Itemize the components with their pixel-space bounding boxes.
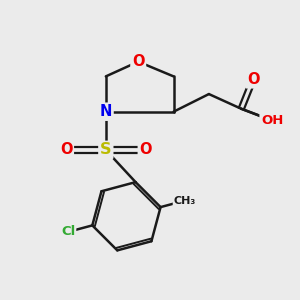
Text: OH: OH — [261, 114, 284, 127]
Text: N: N — [100, 104, 112, 119]
Text: O: O — [60, 142, 72, 158]
Text: O: O — [247, 72, 259, 87]
Text: O: O — [139, 142, 152, 158]
Text: CH₃: CH₃ — [174, 196, 196, 206]
Text: Cl: Cl — [61, 225, 75, 239]
Text: O: O — [132, 54, 145, 69]
Text: S: S — [100, 142, 112, 158]
